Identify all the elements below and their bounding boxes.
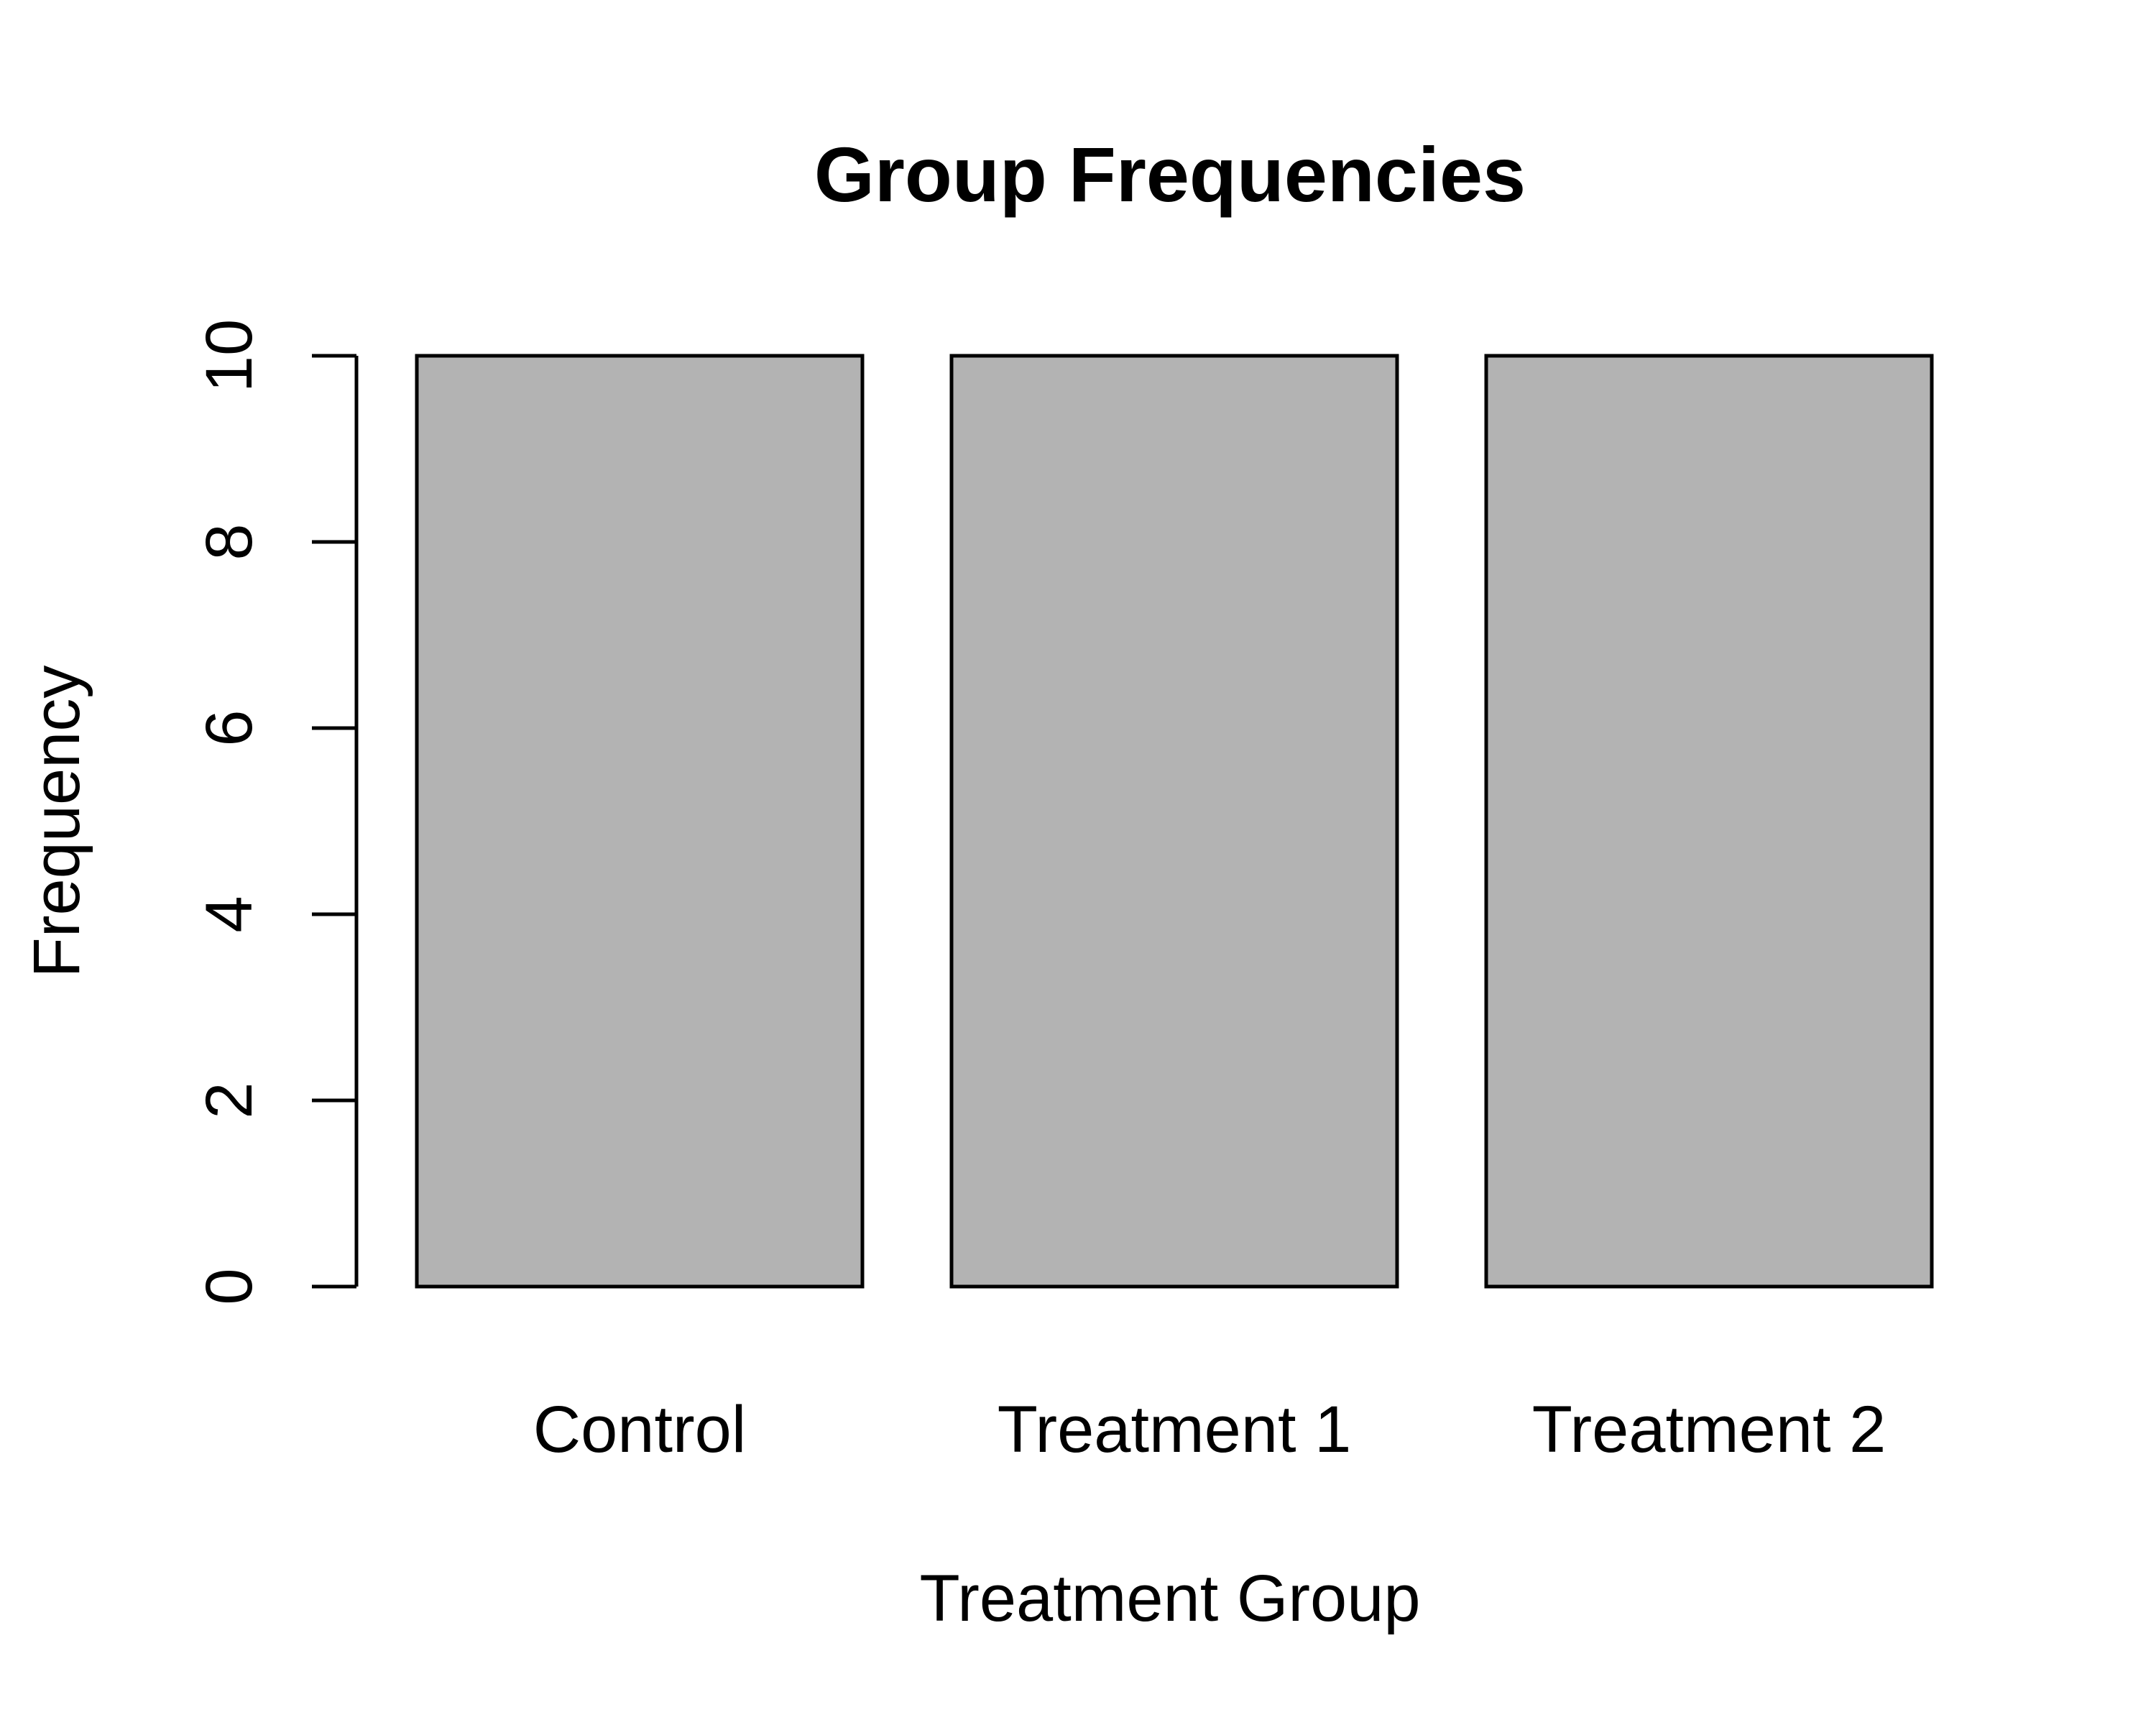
y-tick-label-5: 10 xyxy=(193,319,266,392)
y-tick-label-1: 2 xyxy=(193,1082,266,1118)
x-axis-label: Treatment Group xyxy=(919,1562,1420,1635)
bar-1 xyxy=(949,354,1399,1289)
x-tick-label-0: Control xyxy=(533,1393,747,1466)
x-tick-label-1: Treatment 1 xyxy=(998,1393,1352,1466)
x-tick-label-2: Treatment 2 xyxy=(1532,1393,1886,1466)
bars-layer xyxy=(415,354,1934,1289)
y-tick-label-4: 8 xyxy=(193,523,266,560)
y-tick-label-3: 6 xyxy=(193,709,266,746)
chart-title: Group Frequencies xyxy=(814,131,1526,218)
bar-0 xyxy=(415,354,865,1289)
bar-2 xyxy=(1484,354,1934,1289)
y-axis: 0 2 4 6 8 10 xyxy=(193,319,359,1305)
y-tick-label-0: 0 xyxy=(193,1268,266,1305)
y-axis-label: Frequency xyxy=(20,666,93,978)
y-tick-label-2: 4 xyxy=(193,896,266,932)
x-axis-category-labels: Control Treatment 1 Treatment 2 xyxy=(533,1393,1886,1466)
